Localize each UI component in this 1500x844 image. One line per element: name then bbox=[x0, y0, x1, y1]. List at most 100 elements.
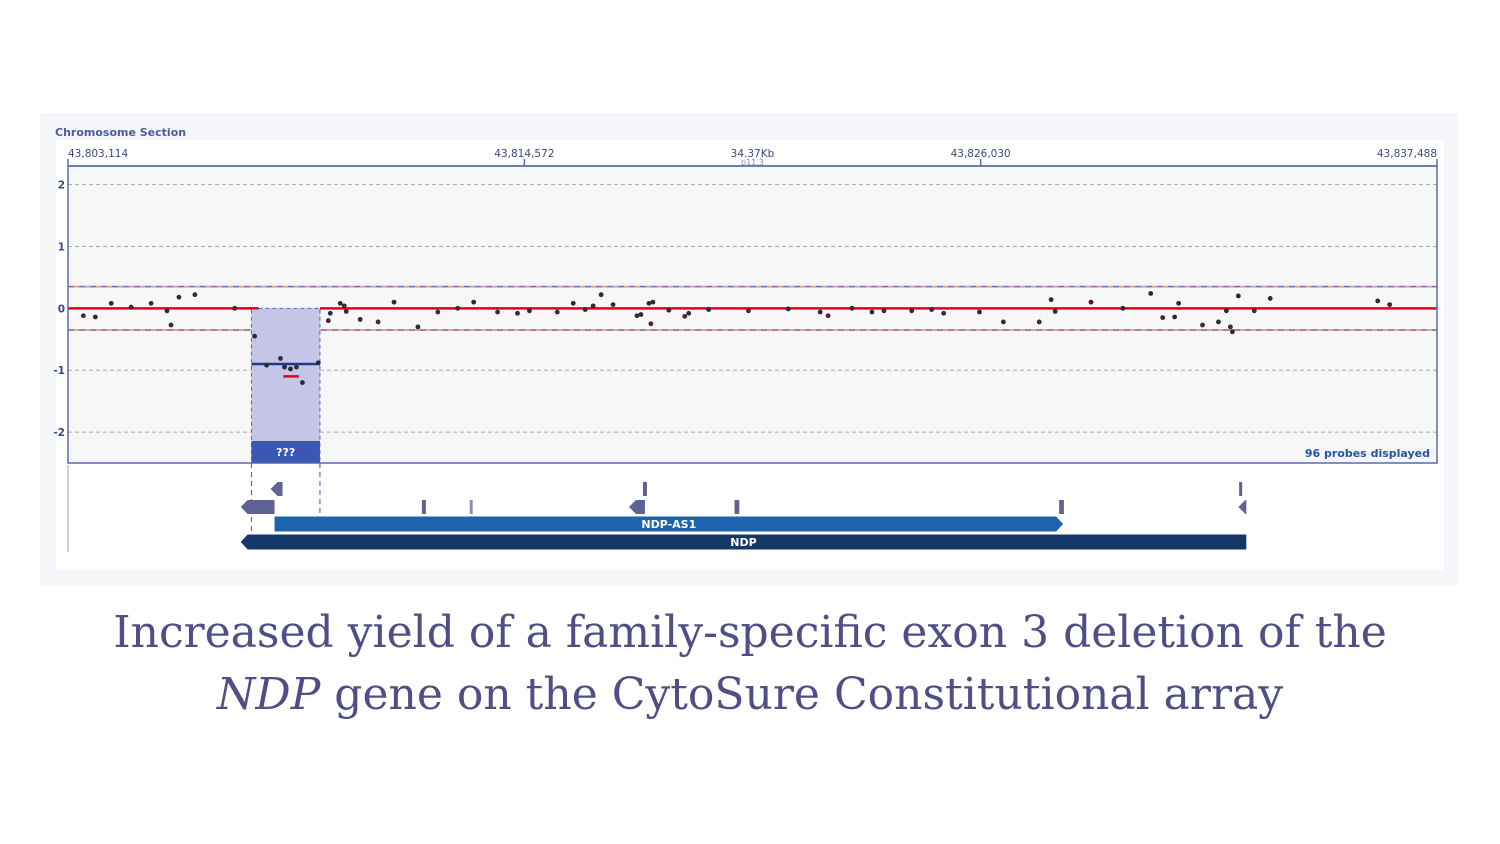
probe-point bbox=[1148, 291, 1154, 296]
deletion-region bbox=[250, 307, 321, 464]
probe-point bbox=[300, 380, 305, 385]
probe-point-accent bbox=[233, 307, 236, 310]
probe-point bbox=[706, 307, 712, 312]
probe-point-accent bbox=[1253, 309, 1256, 312]
probe-point-accent bbox=[82, 314, 85, 317]
caption: Increased yield of a family-specific exo… bbox=[0, 602, 1500, 726]
probe-point bbox=[176, 294, 182, 300]
probe-point bbox=[849, 305, 855, 311]
probe-point bbox=[582, 307, 588, 312]
caption-gene-name: NDP bbox=[216, 669, 321, 720]
probe-point bbox=[252, 333, 258, 339]
caption-line-2-rest: gene on the CytoSure Constitutional arra… bbox=[320, 669, 1284, 720]
probe-point bbox=[148, 300, 154, 306]
probe-point bbox=[327, 310, 333, 316]
probe-point bbox=[92, 314, 98, 320]
gene-label: NDP bbox=[730, 536, 756, 549]
probe-point-accent bbox=[827, 314, 830, 317]
probe-point-accent bbox=[279, 357, 282, 360]
exon-feature bbox=[642, 482, 647, 496]
probe-point-accent bbox=[942, 312, 945, 315]
probe-point bbox=[909, 308, 915, 314]
probe-point bbox=[570, 300, 576, 306]
probe-point bbox=[785, 306, 791, 312]
probe-point-accent bbox=[343, 304, 346, 307]
y-tick-label: -1 bbox=[53, 365, 65, 377]
exon-feature bbox=[1059, 500, 1064, 514]
transcript-feature bbox=[240, 500, 275, 514]
x-tick-label: 43,803,114 bbox=[68, 148, 128, 160]
probe-point bbox=[869, 309, 875, 315]
probe-point bbox=[1172, 314, 1178, 320]
probe-point bbox=[650, 299, 656, 305]
probe-point-accent bbox=[1038, 320, 1041, 323]
probe-point bbox=[164, 308, 170, 314]
probe-point bbox=[1235, 293, 1241, 299]
exon-feature bbox=[469, 500, 473, 514]
probe-point-accent bbox=[496, 311, 499, 314]
probe-point-accent bbox=[130, 306, 133, 309]
probe-point-accent bbox=[882, 309, 885, 312]
probe-point bbox=[610, 302, 616, 307]
probe-point bbox=[264, 362, 269, 368]
probe-point bbox=[1216, 319, 1221, 325]
exon-feature bbox=[734, 500, 740, 514]
probe-point bbox=[1229, 329, 1235, 335]
probe-point bbox=[337, 300, 343, 306]
probe-point bbox=[638, 312, 644, 317]
probe-point bbox=[1000, 319, 1006, 325]
band-label: p11.3 bbox=[741, 158, 764, 167]
probe-point bbox=[455, 305, 461, 311]
probe-point-accent bbox=[556, 311, 559, 314]
gene-bar bbox=[240, 534, 1247, 550]
probe-point bbox=[315, 360, 321, 366]
probe-point-accent bbox=[1161, 316, 1164, 319]
probe-point-accent bbox=[1388, 303, 1391, 306]
transcript-feature bbox=[628, 500, 645, 514]
x-tick-label: 43,826,030 bbox=[951, 148, 1011, 160]
deletion-label-box bbox=[251, 441, 320, 463]
caption-line-1: Increased yield of a family-specific exo… bbox=[113, 607, 1387, 658]
probe-point-accent bbox=[436, 311, 439, 314]
probe-point-accent bbox=[649, 322, 652, 325]
probe-point-accent bbox=[1089, 301, 1092, 304]
x-tick-label: 43,837,488 bbox=[1377, 148, 1437, 160]
probe-point bbox=[415, 324, 421, 330]
span-label: 34.37Kb bbox=[731, 148, 775, 160]
probe-point bbox=[686, 310, 692, 316]
probe-point bbox=[646, 300, 652, 306]
probe-point-accent bbox=[1229, 325, 1232, 328]
probe-point bbox=[1052, 309, 1058, 314]
gene-label: NDP-AS1 bbox=[641, 518, 696, 531]
probe-point-accent bbox=[635, 314, 638, 317]
probe-point-accent bbox=[377, 320, 380, 323]
probe-point bbox=[343, 309, 349, 314]
chromosome-plot: 43,803,114 43,814,572 43,826,030 43,837,488… bbox=[53, 148, 1438, 552]
x-tick-label: 43,814,572 bbox=[494, 148, 554, 160]
y-tick-label: 1 bbox=[58, 241, 65, 253]
probe-point bbox=[1120, 305, 1126, 311]
transcript-feature bbox=[270, 482, 283, 496]
exon-feature bbox=[421, 500, 426, 514]
exon-feature bbox=[1239, 482, 1243, 496]
probe-point-accent bbox=[747, 309, 750, 312]
probe-point bbox=[817, 309, 823, 315]
panel-title: Chromosome Section bbox=[55, 126, 187, 139]
probe-point bbox=[1223, 308, 1229, 314]
probe-point-accent bbox=[592, 304, 595, 307]
probe-point bbox=[108, 300, 114, 306]
probe-point bbox=[598, 292, 604, 298]
y-tick-label: 2 bbox=[58, 180, 65, 192]
probe-point bbox=[977, 309, 982, 315]
probe-point bbox=[1267, 296, 1273, 301]
deletion-label: ??? bbox=[276, 446, 295, 459]
plot-frame bbox=[67, 165, 1438, 464]
probe-point-accent bbox=[683, 315, 686, 318]
transcript-feature bbox=[1238, 500, 1247, 514]
probe-point bbox=[515, 310, 520, 316]
probe-point bbox=[471, 299, 477, 305]
probe-point bbox=[1375, 298, 1381, 304]
probe-point bbox=[391, 299, 397, 305]
probe-point-accent bbox=[1201, 324, 1204, 327]
probe-point bbox=[929, 307, 935, 312]
